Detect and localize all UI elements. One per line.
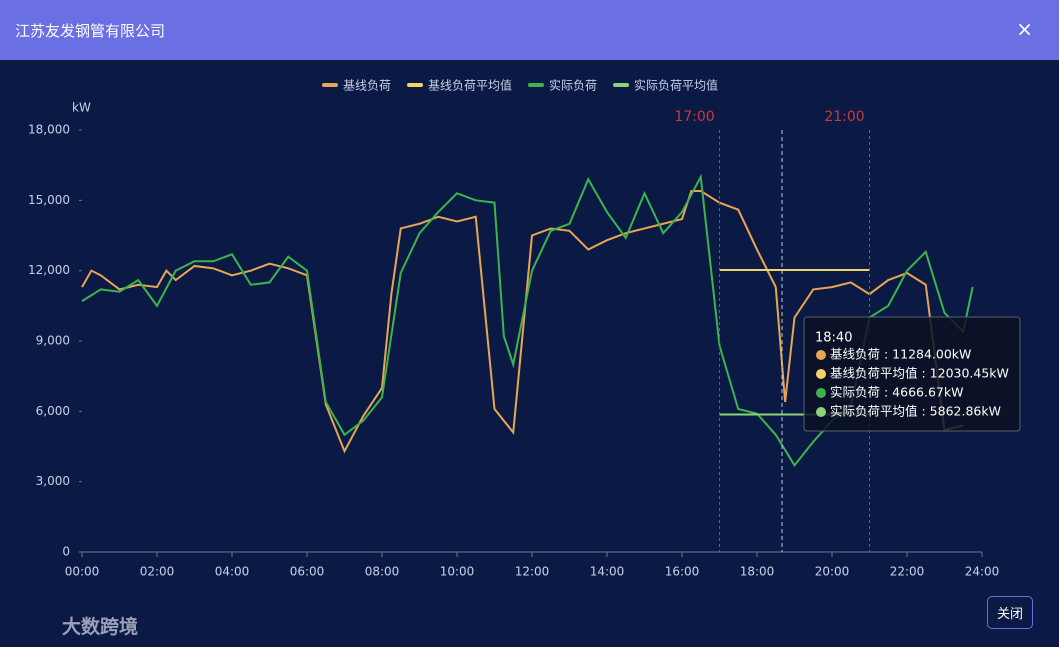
y-tick-label: 0	[62, 545, 70, 559]
tooltip-dot	[816, 388, 826, 398]
legend-swatch	[322, 83, 338, 87]
legend-swatch	[528, 83, 545, 87]
y-tick-label: 15,000	[28, 193, 70, 207]
legend-label: 实际负荷平均值	[634, 78, 718, 93]
y-tick-label: 12,000	[28, 263, 70, 277]
y-tick-label: 18,000	[28, 123, 70, 137]
modal-title: 江苏友发钢管有限公司	[15, 22, 166, 40]
tooltip-title: 18:40	[815, 331, 852, 346]
x-tick-label: 04:00	[215, 565, 250, 579]
x-tick-label: 14:00	[590, 565, 625, 579]
close-icon[interactable]: ×	[1016, 17, 1033, 41]
tooltip-dot	[816, 369, 826, 379]
x-tick-label: 10:00	[440, 565, 475, 579]
tooltip-row: 实际负荷 : 4666.67kW	[830, 385, 963, 400]
x-tick-label: 02:00	[140, 565, 175, 579]
legend-swatch	[407, 83, 424, 87]
legend-label: 基线负荷平均值	[428, 78, 512, 93]
tooltip-row: 基线负荷 : 11284.00kW	[830, 347, 971, 362]
x-tick-label: 18:00	[740, 565, 775, 579]
series-line	[81, 189, 964, 454]
legend-swatch	[613, 83, 630, 87]
y-tick-label: 9,000	[36, 334, 70, 348]
x-tick-label: 16:00	[665, 565, 700, 579]
tooltip-dot	[816, 407, 826, 417]
tooltip-row: 实际负荷平均值 : 5862.86kW	[830, 404, 1001, 419]
close-button[interactable]: 关闭	[986, 596, 1033, 629]
legend-label: 实际负荷	[549, 78, 597, 93]
x-tick-label: 06:00	[290, 565, 325, 579]
mark-label: 17:00	[674, 109, 714, 125]
x-tick-label: 08:00	[365, 565, 400, 579]
tooltip-dot	[816, 350, 826, 360]
y-unit: kW	[72, 101, 91, 115]
x-tick-label: 24:00	[965, 565, 1000, 579]
y-tick-label: 6,000	[36, 404, 70, 418]
x-tick-label: 22:00	[890, 565, 925, 579]
tooltip-row: 基线负荷平均值 : 12030.45kW	[830, 366, 1009, 381]
x-tick-label: 12:00	[515, 565, 550, 579]
tooltip-box	[803, 316, 1021, 432]
x-tick-label: 00:00	[65, 565, 100, 579]
y-tick-label: 3,000	[36, 474, 70, 488]
x-tick-label: 20:00	[815, 565, 850, 579]
chart: kW 0 3,000 6,000 9,000 12,000 15,000 18,000 00:0…	[28, 78, 1021, 579]
mark-label: 21:00	[824, 109, 864, 125]
legend-label: 基线负荷	[343, 79, 391, 93]
modal-header: 江苏友发钢管有限公司 ×	[0, 0, 1059, 60]
watermark: 大数跨境	[62, 616, 139, 638]
